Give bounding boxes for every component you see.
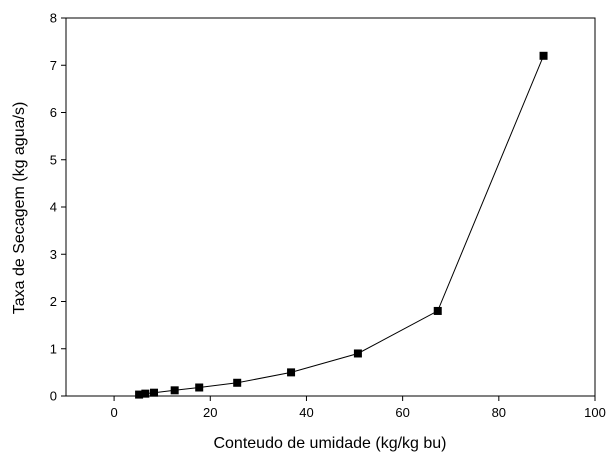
y-tick-label: 4 [50, 200, 57, 215]
data-point-marker [353, 349, 362, 358]
y-axis-ticks: 0 1 2 3 4 5 6 7 8 [50, 11, 66, 404]
data-point-marker [141, 389, 150, 398]
y-tick-label: 6 [50, 105, 57, 120]
data-point-marker [433, 306, 442, 315]
x-tick-label: 60 [395, 405, 409, 420]
y-tick-label: 1 [50, 341, 57, 356]
data-point-marker [287, 368, 296, 377]
y-tick-label: 7 [50, 58, 57, 73]
y-tick-label: 3 [50, 247, 57, 262]
y-axis-title: Taxa de Secagem (kg agua/s) [11, 102, 28, 315]
x-tick-label: 20 [203, 405, 217, 420]
plot-area-frame [65, 17, 596, 397]
data-point-marker [233, 378, 242, 387]
data-point-marker [135, 390, 144, 399]
data-point-marker [150, 388, 159, 397]
x-tick-label: 40 [299, 405, 313, 420]
series-line [139, 55, 544, 396]
data-point-marker [539, 51, 548, 60]
y-tick-label: 5 [50, 152, 57, 167]
x-axis-ticks: 0 20 40 60 80 100 [110, 396, 606, 420]
x-tick-label: 0 [110, 405, 117, 420]
data-point-marker [170, 386, 179, 395]
x-axis-title: Conteudo de umidade (kg/kg bu) [213, 435, 446, 452]
y-tick-label: 2 [50, 294, 57, 309]
x-tick-label: 80 [492, 405, 506, 420]
data-point-marker [195, 383, 204, 392]
y-tick-label: 0 [50, 389, 57, 404]
y-tick-label: 8 [50, 11, 57, 26]
x-tick-label: 100 [584, 405, 606, 420]
data-series [135, 51, 548, 399]
